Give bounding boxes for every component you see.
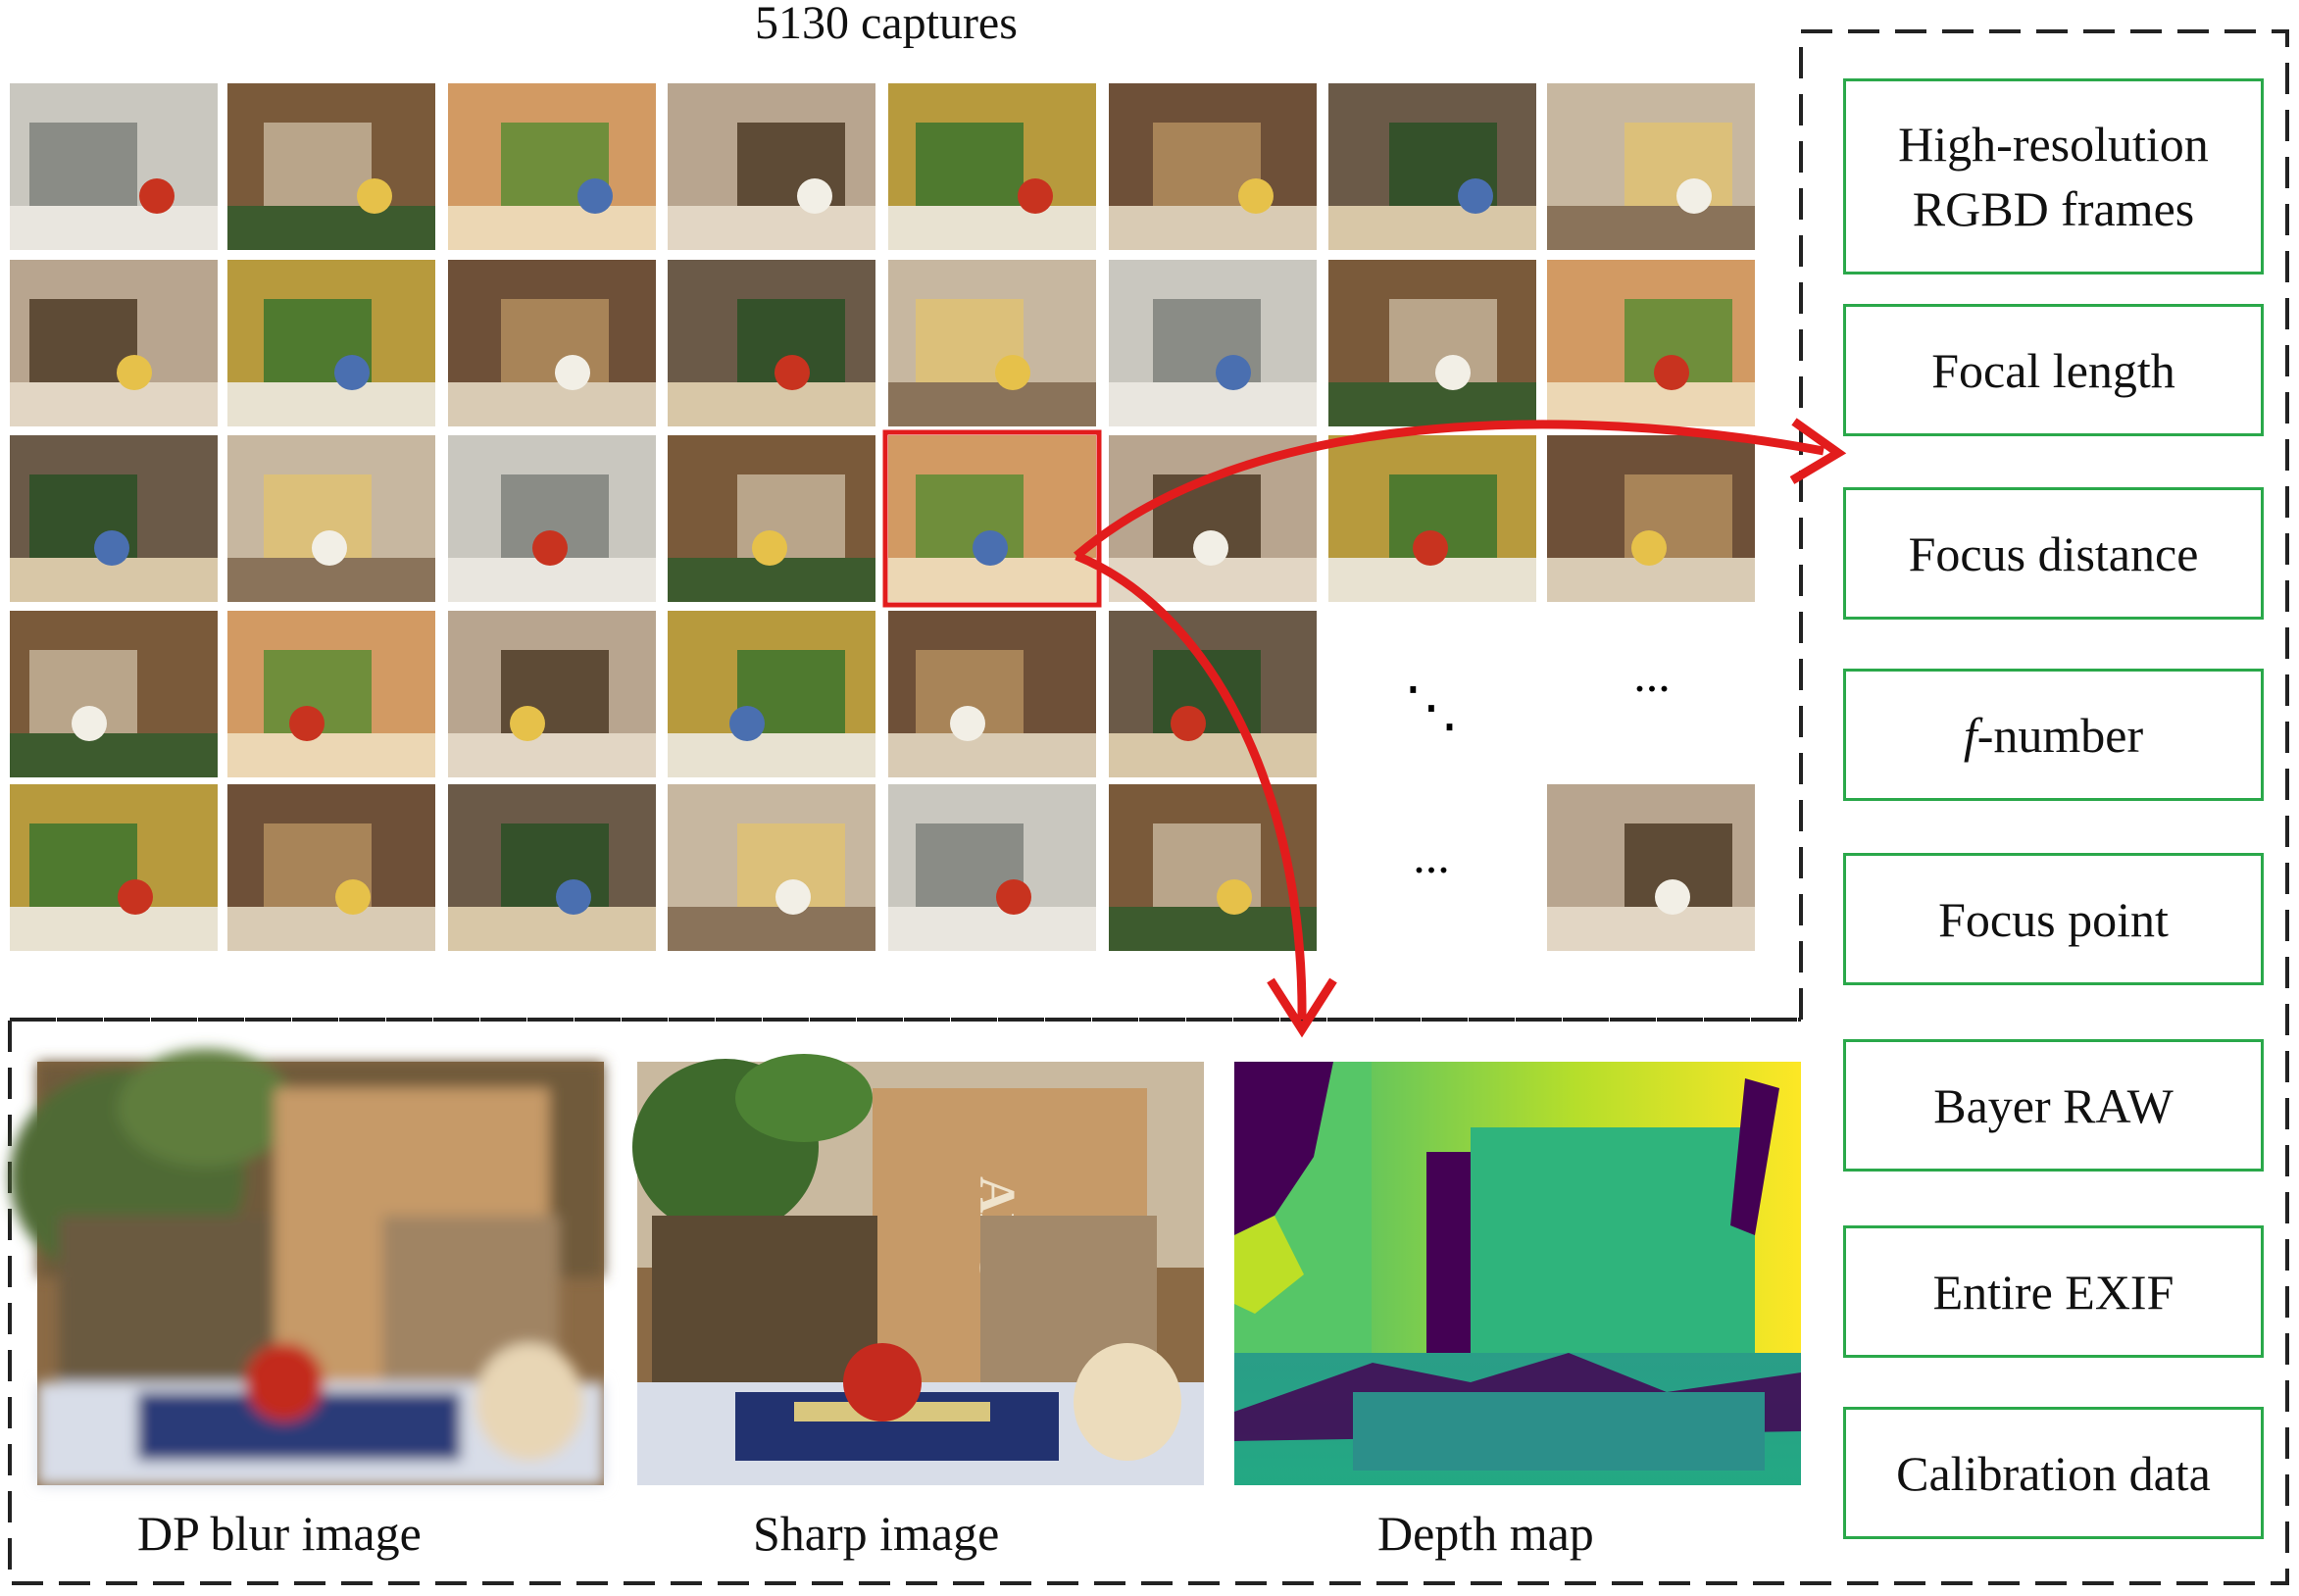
- property-label-bayer-raw: Bayer RAW: [1933, 1077, 2174, 1133]
- property-label-rgbd: High-resolution RGBD frames: [1898, 117, 2209, 236]
- property-box-bayer-raw: Bayer RAW: [1843, 1039, 2264, 1172]
- capture-thumbnail: [668, 784, 875, 951]
- capture-thumbnail: [1547, 260, 1755, 426]
- capture-thumbnail: [227, 784, 435, 951]
- connector-arrows: [1074, 418, 1847, 1038]
- capture-region-outline: [8, 29, 2289, 1585]
- capture-thumbnail: [448, 260, 656, 426]
- capture-thumbnail-grid: [10, 83, 1755, 951]
- capture-thumbnail: [1109, 260, 1317, 426]
- capture-thumbnail: [1547, 784, 1755, 951]
- capture-thumbnail: [668, 83, 875, 250]
- capture-thumbnail: [227, 435, 435, 602]
- capture-thumbnail: [888, 611, 1096, 777]
- property-label-entire-exif: Entire EXIF: [1932, 1264, 2174, 1320]
- capture-thumbnail: [1328, 435, 1536, 602]
- capture-thumbnail: [888, 83, 1096, 250]
- capture-thumbnail: [448, 784, 656, 951]
- property-box-focal-length: Focal length: [1843, 304, 2264, 436]
- capture-thumbnail: [227, 611, 435, 777]
- capture-thumbnail: [448, 611, 656, 777]
- capture-thumbnail: [10, 611, 218, 777]
- grid-ellipsis-row5: ...: [1413, 828, 1450, 883]
- property-label-focal-length: Focal length: [1931, 342, 2175, 398]
- capture-thumbnail: [1109, 435, 1317, 602]
- capture-thumbnail: [227, 83, 435, 250]
- capture-thumbnail: [1109, 611, 1317, 777]
- capture-thumbnail: [888, 784, 1096, 951]
- capture-thumbnail: [668, 435, 875, 602]
- capture-thumbnail: [888, 435, 1096, 602]
- capture-thumbnail: [227, 260, 435, 426]
- capture-thumbnail: [1109, 784, 1317, 951]
- figure-title: 5130 captures: [755, 0, 1018, 49]
- capture-thumbnail: [10, 83, 218, 250]
- selected-capture-highlight: [882, 429, 1102, 608]
- capture-thumbnail: [1109, 83, 1317, 250]
- capture-thumbnail: [1328, 260, 1536, 426]
- depth-map-image: [1234, 1062, 1801, 1485]
- sharp-image: ABC: [632, 1054, 1204, 1485]
- property-box-f-number: f-number: [1843, 669, 2264, 801]
- property-label-focus-point: Focus point: [1938, 891, 2169, 947]
- capture-thumbnail: [1547, 435, 1755, 602]
- capture-thumbnail: [668, 260, 875, 426]
- capture-thumbnail: [448, 435, 656, 602]
- capture-thumbnail: [1328, 83, 1536, 250]
- capture-thumbnail: [888, 260, 1096, 426]
- capture-thumbnail: [10, 784, 218, 951]
- property-box-rgbd: High-resolution RGBD frames: [1843, 78, 2264, 274]
- property-label-calibration: Calibration data: [1896, 1445, 2211, 1501]
- capture-thumbnail: [10, 435, 218, 602]
- property-box-entire-exif: Entire EXIF: [1843, 1225, 2264, 1358]
- capture-thumbnail: [668, 611, 875, 777]
- grid-ellipsis-row4: ...: [1633, 647, 1671, 702]
- capture-thumbnail: [448, 83, 656, 250]
- caption-dp-blur: DP blur image: [137, 1506, 422, 1561]
- property-label-focus-distance: Focus distance: [1908, 525, 2199, 581]
- property-box-focus-point: Focus point: [1843, 853, 2264, 985]
- capture-thumbnail: [1547, 83, 1755, 250]
- caption-depth: Depth map: [1377, 1506, 1594, 1561]
- property-box-focus-distance: Focus distance: [1843, 487, 2264, 620]
- grid-diagonal-ellipsis: ⋱: [1404, 675, 1459, 739]
- property-label-f-number: f-number: [1963, 707, 2144, 763]
- capture-thumbnail: [10, 260, 218, 426]
- caption-sharp: Sharp image: [753, 1506, 1000, 1561]
- property-box-calibration: Calibration data: [1843, 1407, 2264, 1539]
- dp-blur-image: [10, 1049, 604, 1485]
